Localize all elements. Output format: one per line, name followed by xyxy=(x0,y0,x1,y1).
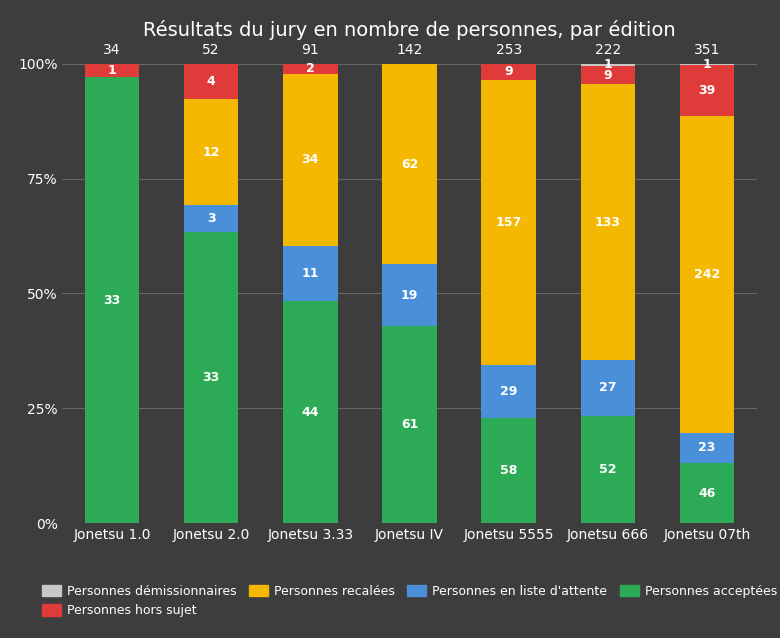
Bar xyxy=(679,116,734,433)
Bar xyxy=(481,80,536,365)
Text: 23: 23 xyxy=(698,441,716,454)
Bar xyxy=(580,84,635,360)
Text: 52: 52 xyxy=(599,463,617,476)
Text: 34: 34 xyxy=(103,43,121,57)
Text: 27: 27 xyxy=(599,381,617,394)
Bar xyxy=(580,360,635,415)
Text: 46: 46 xyxy=(698,487,716,500)
Bar xyxy=(481,418,536,523)
Bar xyxy=(283,64,338,74)
Bar xyxy=(679,463,734,523)
Bar xyxy=(85,64,140,77)
Bar xyxy=(184,99,239,205)
Bar xyxy=(85,77,140,523)
Text: 44: 44 xyxy=(302,406,319,419)
Bar xyxy=(580,66,635,84)
Text: 133: 133 xyxy=(595,216,621,228)
Text: 33: 33 xyxy=(104,293,121,307)
Text: 39: 39 xyxy=(698,84,715,97)
Bar xyxy=(184,232,239,523)
Text: 1: 1 xyxy=(604,58,612,71)
Text: 91: 91 xyxy=(301,43,319,57)
Bar xyxy=(679,433,734,463)
Bar xyxy=(481,365,536,418)
Text: 33: 33 xyxy=(203,371,220,384)
Text: 3: 3 xyxy=(207,212,215,225)
Text: 29: 29 xyxy=(500,385,517,398)
Bar xyxy=(382,64,437,264)
Bar xyxy=(283,74,338,246)
Text: 351: 351 xyxy=(694,43,720,57)
Text: 2: 2 xyxy=(306,63,314,75)
Bar xyxy=(184,205,239,232)
Text: 222: 222 xyxy=(594,43,621,57)
Title: Résultats du jury en nombre de personnes, par édition: Résultats du jury en nombre de personnes… xyxy=(144,20,675,40)
Bar xyxy=(679,64,734,65)
Text: 61: 61 xyxy=(401,418,418,431)
Text: 253: 253 xyxy=(495,43,522,57)
Text: 242: 242 xyxy=(694,268,720,281)
Text: 157: 157 xyxy=(495,216,522,229)
Text: 9: 9 xyxy=(505,66,513,78)
Bar xyxy=(283,246,338,301)
Text: 62: 62 xyxy=(401,158,418,170)
Bar xyxy=(382,326,437,523)
Text: 142: 142 xyxy=(396,43,423,57)
Text: 52: 52 xyxy=(202,43,220,57)
Bar xyxy=(481,64,536,80)
Bar xyxy=(580,415,635,523)
Bar xyxy=(679,65,734,116)
Bar xyxy=(382,264,437,326)
Bar xyxy=(184,64,239,99)
Text: 19: 19 xyxy=(401,288,418,302)
Bar xyxy=(283,301,338,523)
Text: 34: 34 xyxy=(302,153,319,167)
Text: 58: 58 xyxy=(500,464,517,477)
Text: 11: 11 xyxy=(302,267,319,280)
Text: 9: 9 xyxy=(604,69,612,82)
Text: 1: 1 xyxy=(703,58,711,71)
Text: 12: 12 xyxy=(202,145,220,159)
Text: 4: 4 xyxy=(207,75,215,88)
Bar xyxy=(580,64,635,66)
Text: 1: 1 xyxy=(108,64,116,77)
Legend: Personnes démissionnaires, Personnes hors sujet, Personnes recalées, Personnes e: Personnes démissionnaires, Personnes hor… xyxy=(37,580,780,622)
